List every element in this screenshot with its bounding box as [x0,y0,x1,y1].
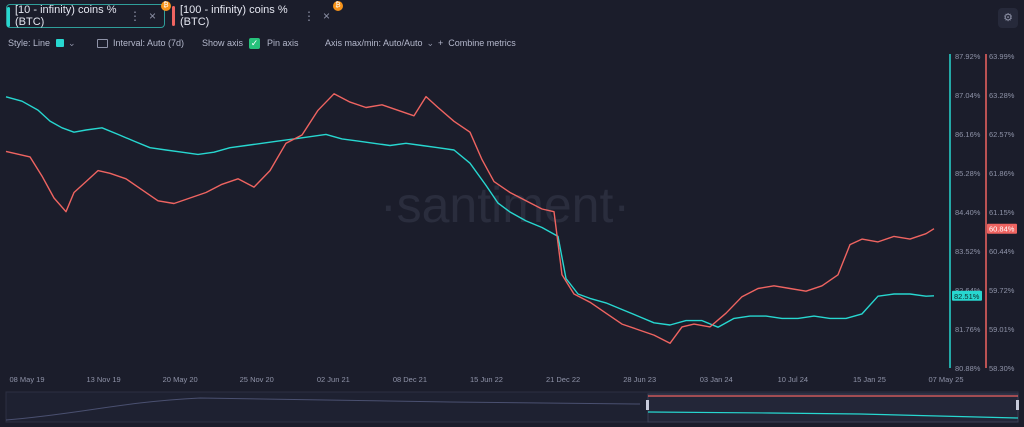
current-value-left: 82.51% [954,292,980,301]
navigator-handle-left[interactable] [646,400,649,410]
right-axis-tick-label: 63.99% [989,52,1015,61]
combine-metrics-button[interactable]: + Combine metrics [438,34,516,52]
show-axis-label: Show axis [202,38,244,48]
x-axis-tick-label: 20 May 20 [163,375,198,384]
current-value-badge-right [987,223,1017,234]
bitcoin-icon: ₿ [333,1,343,11]
close-icon[interactable]: × [322,9,330,23]
right-axis-tick-label: 58.30% [989,364,1015,373]
more-options-icon[interactable]: ⋮ [128,9,141,23]
left-axis-tick-label: 85.28% [955,169,981,178]
navigator-overview-line [5,397,641,421]
left-axis-tick-label: 80.88% [955,364,981,373]
navigator-handle-right[interactable] [1016,400,1019,410]
right-axis-tick-label: 62.57% [989,130,1015,139]
style-label: Style: Line [8,38,51,48]
metric-color-swatch [7,7,10,27]
pin-axis-toggle[interactable]: Pin axis [267,34,299,52]
navigator-series-cyan [647,411,1019,419]
metric-tab-label: [10 - infinity) coins % (BTC) [15,4,117,28]
left-axis-tick-label: 82.64% [955,286,981,295]
x-axis-tick-label: 03 Jan 24 [700,375,733,384]
axis-maxmin-label: Axis max/min: Auto/Auto [325,38,423,48]
left-axis-tick-label: 87.92% [955,52,981,61]
calendar-icon [97,38,108,48]
left-axis-tick-label: 83.52% [955,247,981,256]
left-axis-tick-label: 87.04% [955,91,981,100]
right-axis-tick-label: 59.72% [989,286,1015,295]
x-axis-tick-label: 10 Jul 24 [778,375,808,384]
interval-label: Interval: Auto (7d) [113,38,185,48]
left-axis-tick-label: 81.76% [955,325,981,334]
show-axis-toggle[interactable]: Show axis ✓ [202,34,261,52]
current-value-badge-left [952,290,982,301]
x-axis-tick-label: 15 Jun 22 [470,375,503,384]
more-options-icon[interactable]: ⋮ [302,9,315,23]
settings-gear-icon[interactable]: ⚙ [998,8,1018,28]
series-line-100-infinity [5,93,935,344]
watermark: ·santiment· [380,177,630,233]
metric-tabs: [10 - infinity) coins % (BTC) ⋮ × ₿ [100… [0,0,1024,34]
x-axis-tick-label: 13 Nov 19 [86,375,120,384]
navigator-selected-range [647,393,1019,423]
chart-toolbar: Style: Line ⌄ Interval: Auto (7d) Show a… [0,34,1024,52]
pin-axis-label: Pin axis [267,38,299,48]
series-line-10-infinity [5,96,935,328]
right-axis-tick-label: 63.28% [989,91,1015,100]
right-axis-tick-label: 61.15% [989,208,1015,217]
close-icon[interactable]: × [148,9,156,23]
right-axis-tick-label: 60.44% [989,247,1015,256]
chart-area[interactable]: ·santiment· 87.92% 87.04% 86.16% 85.28% 84.4… [0,52,1024,424]
metric-tab-label: [100 - infinity) coins % (BTC) [180,4,288,28]
left-axis-tick-label: 86.16% [955,130,981,139]
current-value-right: 60.84% [989,225,1015,234]
style-selector[interactable]: Style: Line ⌄ [8,34,76,52]
metric-tab-100-infinity[interactable]: [100 - infinity) coins % (BTC) ⋮ × [172,4,338,28]
combine-metrics-label: Combine metrics [448,38,516,48]
x-axis-tick-label: 02 Jun 21 [317,375,350,384]
line-chart[interactable]: ·santiment· 87.92% 87.04% 86.16% 85.28% 84.4… [0,52,1024,424]
checkbox-checked-icon[interactable]: ✓ [249,37,261,49]
line-color-picker[interactable] [56,39,65,47]
right-axis-tick-label: 59.01% [989,325,1015,334]
right-axis-tick-label: 61.86% [989,169,1015,178]
x-axis-tick-label: 15 Jan 25 [853,375,886,384]
x-axis-tick-label: 08 May 19 [9,375,44,384]
bitcoin-icon: ₿ [161,1,171,11]
x-axis-tick-label: 28 Jun 23 [623,375,656,384]
metric-color-swatch [172,6,175,26]
x-axis-tick-label: 25 Nov 20 [240,375,274,384]
chevron-down-icon: ⌄ [426,37,435,48]
interval-selector[interactable]: Interval: Auto (7d) [97,34,184,52]
chevron-down-icon: ⌄ [68,37,76,48]
plus-icon: + [438,38,444,48]
left-axis-tick-label: 84.40% [955,208,981,217]
x-axis-tick-label: 21 Dec 22 [546,375,580,384]
metric-tab-10-infinity[interactable]: [10 - infinity) coins % (BTC) ⋮ × [6,4,165,28]
x-axis-tick-label: 07 May 25 [928,375,963,384]
axis-maxmin-selector[interactable]: Axis max/min: Auto/Auto ⌄ [325,34,434,52]
x-axis-tick-label: 08 Dec 21 [393,375,427,384]
